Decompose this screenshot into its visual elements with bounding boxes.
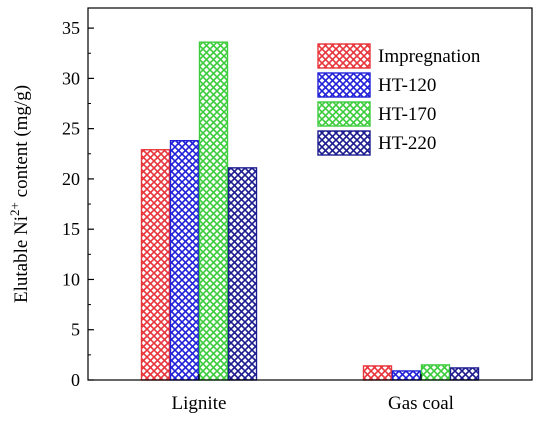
bar-impregnation-gas-coal [362,365,393,381]
y-tick-label: 35 [62,18,80,38]
legend-label: HT-120 [378,75,436,96]
y-tick-label: 15 [62,219,80,239]
x-axis: Lignite Gas coal [172,374,454,414]
x-tick-label: Gas coal [388,393,454,414]
bar-ht-170-gas-coal [420,364,451,381]
bar-ht-220-lignite [227,167,258,381]
y-tick-label: 30 [62,68,80,88]
y-tick-label: 20 [62,169,80,189]
y-tick-label: 25 [62,119,80,139]
bar-ht-220-gas-coal [449,367,480,381]
legend-swatch [317,101,371,127]
bar-ht-120-lignite [169,140,200,381]
legend-swatch [317,43,371,69]
legend-label: HT-170 [378,104,436,125]
plot-frame [87,7,533,381]
y-tick-label: 5 [71,320,80,340]
bar-ht-120-gas-coal [391,370,422,381]
y-tick-label: 0 [71,370,80,390]
bars-layer [140,41,480,381]
y-axis-title-prefix: Elutable Ni [11,216,32,303]
bar-ht-170-lignite [198,41,229,381]
legend-swatch [317,130,371,156]
legend-label: Impregnation [378,46,481,67]
y-axis-title: Elutable Ni2+ content (mg/g) [7,85,32,303]
legend-label: HT-220 [378,133,436,154]
x-tick-label: Lignite [172,393,227,414]
legend-swatch [317,72,371,98]
y-axis-title-superscript: 2+ [7,202,22,216]
y-axis-title-suffix: content (mg/g) [11,85,32,202]
bar-impregnation-lignite [140,149,171,381]
legend: Impregnation HT-120 HT-170 HT-220 [317,43,481,156]
y-axis: 0 5 10 15 20 25 30 35 [62,18,94,390]
y-tick-label: 10 [62,269,80,289]
